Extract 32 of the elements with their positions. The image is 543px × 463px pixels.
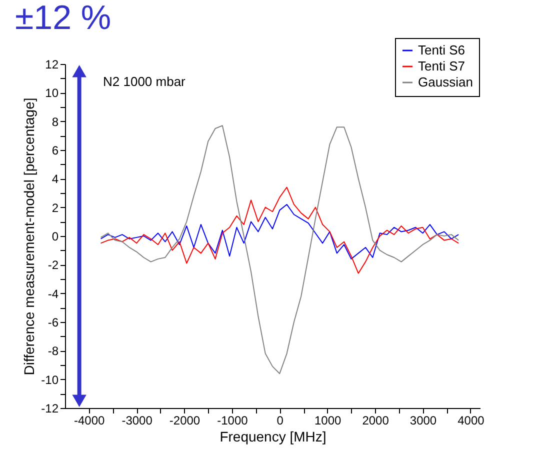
x-tick-label: -1000 (217, 414, 248, 428)
x-tick-label: 3000 (410, 414, 437, 428)
legend-label: Gaussian (418, 74, 473, 90)
y-tick-label: 6 (52, 144, 59, 158)
annotation: N2 1000 mbar (103, 74, 186, 89)
x-tick-label: -2000 (169, 414, 200, 428)
x-tick-label: 2000 (362, 414, 390, 428)
x-tick-label: 4000 (458, 414, 485, 428)
legend-label: Tenti S6 (418, 42, 465, 58)
y-tick-label: 4 (52, 172, 59, 186)
y-tick-label: 0 (52, 230, 59, 244)
y-tick-label: -8 (48, 344, 59, 358)
y-tick-label: -6 (48, 316, 59, 330)
y-tick-label: 10 (45, 86, 59, 100)
x-tick-label: 1000 (314, 414, 342, 428)
legend-label: Tenti S7 (418, 58, 465, 74)
y-tick-label: 2 (52, 200, 59, 215)
y-tick-label: -12 (41, 402, 59, 416)
chart-title: ±12 % (15, 0, 112, 37)
x-axis-title: Frequency [MHz] (220, 428, 326, 444)
y-tick-label: 12 (45, 58, 59, 72)
y-axis-title: Difference measurement-model [percentage] (21, 98, 38, 376)
x-tick-label: -4000 (74, 414, 106, 428)
y-tick-label: -4 (48, 286, 59, 301)
line-series (100, 204, 460, 260)
line-series (100, 186, 460, 274)
x-tick-label: 0 (276, 414, 284, 428)
y-tick-label: -10 (41, 372, 59, 387)
y-tick-label: -2 (48, 258, 59, 272)
line-series (100, 125, 460, 374)
x-tick-label: -3000 (122, 414, 153, 428)
y-tick-label: 8 (52, 114, 59, 129)
